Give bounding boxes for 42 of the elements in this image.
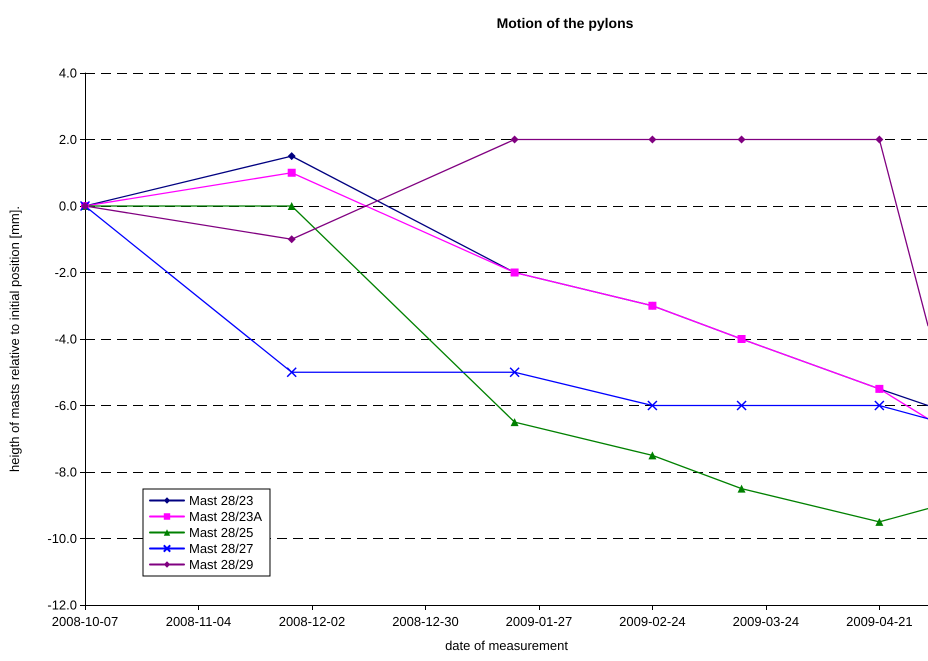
y-tick-label: 4.0 bbox=[58, 66, 77, 80]
legend-label: Mast 28/25 bbox=[189, 525, 254, 540]
point bbox=[736, 400, 747, 411]
x-tick-label: 2008-12-30 bbox=[392, 614, 459, 629]
point bbox=[875, 136, 884, 144]
point bbox=[288, 235, 296, 244]
legend-label: Mast 28/23 bbox=[189, 493, 254, 508]
x-tick-label: 2009-03-24 bbox=[732, 614, 800, 629]
point bbox=[648, 136, 656, 144]
legend-label: Mast 28/27 bbox=[189, 541, 254, 556]
x-tick-label: 2008-12-02 bbox=[278, 614, 346, 629]
point bbox=[288, 152, 296, 160]
chart-title: Motion of the pylons bbox=[496, 15, 634, 31]
x-axis-title: date of measurement bbox=[445, 638, 568, 653]
point bbox=[510, 418, 519, 426]
y-tick-label: 2.0 bbox=[58, 132, 77, 147]
point bbox=[286, 367, 297, 378]
y-tick-label: 0.0 bbox=[58, 198, 77, 214]
point bbox=[509, 367, 520, 378]
point bbox=[738, 136, 746, 144]
point bbox=[510, 136, 519, 144]
x-tick-label: 2008-10-07 bbox=[52, 614, 118, 629]
point bbox=[288, 202, 296, 210]
y-axis-title: heigth of masts relative to initial position [mm]. bbox=[7, 206, 22, 472]
point bbox=[874, 400, 885, 411]
y-tick-label: -6.0 bbox=[54, 398, 77, 413]
y-tick-label: -8.0 bbox=[54, 464, 77, 480]
x-tick-label: 2009-01-27 bbox=[506, 614, 572, 629]
point bbox=[288, 168, 296, 177]
point bbox=[648, 451, 656, 460]
legend-label: Mast 28/29 bbox=[189, 557, 254, 572]
point bbox=[647, 400, 658, 411]
y-tick-label: -4.0 bbox=[54, 332, 77, 346]
y-tick-label: -10.0 bbox=[47, 531, 77, 546]
y-tick-label: -2.0 bbox=[54, 265, 77, 280]
x-tick-label: 2009-04-21 bbox=[846, 614, 913, 629]
point bbox=[738, 484, 746, 493]
point bbox=[875, 518, 884, 526]
x-tick-label: 2009-02-24 bbox=[619, 614, 686, 629]
y-tick-label: -12.0 bbox=[47, 598, 77, 612]
legend-label: Mast 28/23A bbox=[189, 509, 262, 524]
x-tick-label: 2008-11-04 bbox=[166, 614, 232, 629]
